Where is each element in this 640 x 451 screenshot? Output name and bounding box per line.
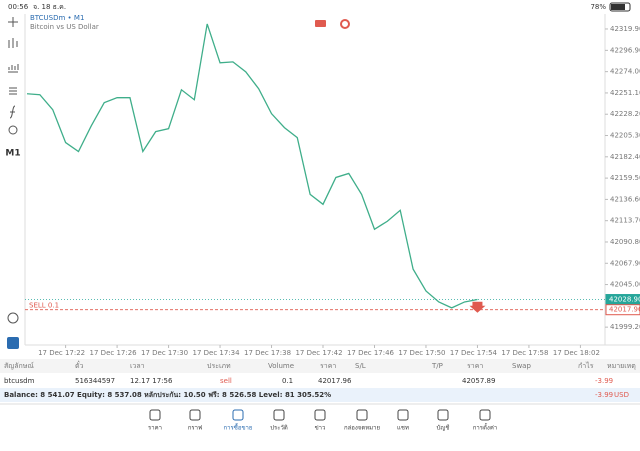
chart-title: BTCUSDm • M1: [30, 14, 84, 22]
table-cell: -3.99: [595, 377, 613, 385]
x-tick-label: 17 Dec 17:46: [347, 349, 395, 357]
table-header: ตั๋ว: [75, 361, 84, 370]
trade-tool[interactable]: [7, 312, 19, 324]
table-header: ราคา: [320, 362, 336, 370]
x-tick-label: 17 Dec 17:38: [244, 349, 291, 357]
table-header: กำไร: [578, 361, 594, 370]
y-tick-label: 42090.80: [610, 238, 640, 246]
sell-arrow: [469, 301, 486, 313]
battery-level: [611, 4, 625, 10]
one-click-toggle[interactable]: [340, 19, 350, 29]
x-tick-label: 17 Dec 17:58: [501, 349, 548, 357]
price-label: 42028.90: [609, 296, 640, 304]
function-tool[interactable]: [9, 105, 16, 119]
table-header: T/P: [431, 362, 443, 370]
order-label: SELL 0.1: [29, 302, 59, 310]
nav-icon[interactable]: [314, 409, 326, 421]
x-tick-label: 17 Dec 17:34: [193, 349, 241, 357]
nav-icon[interactable]: [189, 409, 201, 421]
y-tick-label: 42228.20: [610, 110, 640, 118]
price-label: 42017.96: [609, 306, 640, 314]
price-line-series: [26, 23, 478, 309]
summary-currency: USD: [614, 391, 629, 399]
left-toolbar[interactable]: [7, 17, 19, 324]
table-header: หมายเหตุ: [607, 362, 636, 370]
y-tick-label: 42067.90: [610, 259, 640, 267]
table-header: เวลา: [130, 362, 145, 370]
nav-label[interactable]: การซื้อขาย: [224, 422, 253, 432]
y-tick-label: 42182.40: [610, 153, 640, 161]
table-header: ประเภท: [207, 362, 231, 370]
nav-label[interactable]: ข่าว: [315, 425, 326, 432]
x-tick-label: 17 Dec 17:54: [450, 349, 498, 357]
x-tick-label: 17 Dec 17:22: [38, 349, 85, 357]
nav-icon[interactable]: [479, 409, 491, 421]
shapes-tool[interactable]: [8, 125, 18, 135]
nav-label[interactable]: การตั้งค่า: [473, 422, 497, 432]
nav-label[interactable]: ราคา: [148, 425, 162, 432]
nav-icon[interactable]: [149, 409, 161, 421]
summary-total: -3.99: [595, 391, 613, 399]
table-header: Volume: [268, 362, 294, 370]
table-header: Swap: [512, 362, 531, 370]
nav-icon[interactable]: [437, 409, 449, 421]
crosshair-tool[interactable]: [8, 17, 18, 27]
y-tick-label: 42113.70: [610, 217, 640, 225]
table-header: S/L: [355, 362, 366, 370]
x-tick-label: 17 Dec 17:50: [398, 349, 445, 357]
nav-label[interactable]: แชท: [397, 425, 409, 432]
x-tick-label: 17 Dec 17:30: [141, 349, 188, 357]
nav-icon[interactable]: [273, 409, 285, 421]
summary-bg: [0, 388, 640, 402]
table-cell: sell: [220, 377, 232, 385]
y-tick-label: 42296.90: [610, 46, 640, 54]
trade-button[interactable]: [7, 337, 19, 349]
table-cell: 42017.96: [318, 377, 352, 385]
indicators-tool[interactable]: [8, 64, 19, 73]
table-cell: 42057.89: [462, 377, 495, 385]
nav-label[interactable]: กราฟ: [188, 425, 202, 432]
y-tick-label: 42045.00: [610, 281, 640, 289]
nav-label[interactable]: บัญชี: [437, 424, 450, 432]
status-date: จ. 18 ธ.ค.: [33, 3, 66, 11]
objects-tool[interactable]: [9, 87, 17, 95]
battery-icon: [609, 2, 631, 12]
nav-label[interactable]: กล่องจดหมาย: [344, 425, 380, 432]
summary: Balance: 8 541.07 Equity: 8 537.08 หลักป…: [4, 391, 331, 399]
y-tick-label: 42136.60: [610, 195, 640, 203]
y-tick-label: 41999.20: [610, 323, 640, 331]
price-label-box: [605, 304, 640, 316]
table-header-bg: [0, 359, 640, 373]
y-tick-label: 42319.90: [610, 25, 640, 33]
nav-icon[interactable]: [397, 409, 409, 421]
x-tick-label: 17 Dec 17:26: [90, 349, 138, 357]
y-tick-label: 42274.00: [610, 68, 640, 76]
nav-label[interactable]: ประวัติ: [270, 425, 288, 432]
chart-type-tool[interactable]: [8, 38, 18, 48]
table-cell: 516344597: [75, 377, 115, 385]
chart-subtitle: Bitcoin vs US Dollar: [30, 23, 99, 31]
status-battery: 78%: [590, 3, 606, 11]
y-tick-label: 42251.10: [610, 89, 640, 97]
table-cell: 12.17 17:56: [130, 377, 173, 385]
table-header: ราคา: [467, 362, 483, 370]
y-tick-label: 42205.30: [610, 132, 640, 140]
nav-icon[interactable]: [232, 409, 244, 421]
x-tick-label: 17 Dec 18:02: [553, 349, 600, 357]
nav-icon[interactable]: [356, 409, 368, 421]
timeframe[interactable]: M1: [5, 149, 20, 159]
table-cell: btcusdm: [4, 377, 35, 385]
x-tick-label: 17 Dec 17:42: [295, 349, 342, 357]
table-header: สัญลักษณ์: [4, 362, 34, 370]
one-click-sell[interactable]: [315, 20, 326, 27]
table-cell: 0.1: [282, 377, 293, 385]
y-tick-label: 42159.50: [610, 174, 640, 182]
status-time: 00:56: [8, 3, 29, 11]
